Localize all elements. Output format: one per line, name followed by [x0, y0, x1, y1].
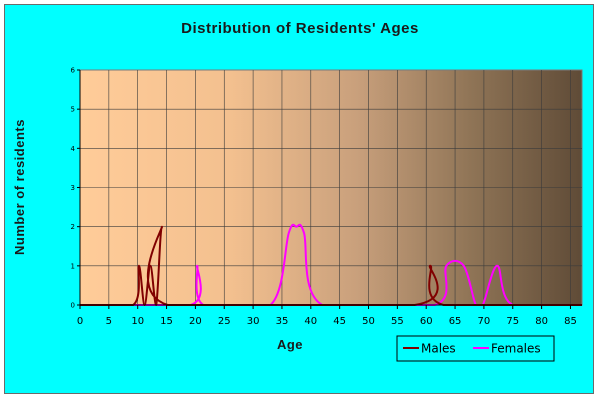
x-tick-label: 15 [160, 316, 173, 327]
legend-label-males: Males [421, 342, 456, 356]
x-tick-label: 65 [449, 316, 462, 327]
y-tick-label: 0 [71, 302, 75, 310]
y-tick-label: 6 [71, 67, 76, 75]
series-lines [80, 223, 582, 307]
y-axis-label: Number of residents [12, 119, 27, 255]
y-axis-ticks: 0 1 2 3 4 5 6 [71, 67, 81, 310]
x-tick-label: 45 [333, 316, 346, 327]
y-tick-label: 4 [71, 145, 76, 153]
gridlines [80, 70, 582, 305]
x-tick-label: 40 [304, 316, 317, 327]
x-tick-label: 75 [506, 316, 519, 327]
x-tick-label: 85 [564, 316, 577, 327]
x-tick-label: 20 [189, 316, 202, 327]
x-tick-label: 55 [391, 316, 404, 327]
series-line-males [80, 225, 582, 307]
chart-title: Distribution of Residents' Ages [181, 20, 419, 37]
x-tick-label: 5 [106, 316, 112, 327]
x-tick-label: 35 [276, 316, 289, 327]
x-tick-label: 30 [247, 316, 260, 327]
x-tick-label: 25 [218, 316, 231, 327]
x-tick-label: 0 [77, 316, 83, 327]
x-tick-label: 70 [478, 316, 491, 327]
x-tick-label: 60 [420, 316, 433, 327]
x-tick-label: 50 [362, 316, 375, 327]
x-axis-label: Age [277, 337, 303, 352]
x-axis-ticks: 0 5 10 15 20 25 30 35 40 45 50 55 60 65 70 75 80 85 [77, 304, 582, 327]
y-tick-label: 2 [71, 223, 75, 231]
x-tick-label: 80 [535, 316, 548, 327]
series-line-females [80, 223, 582, 307]
legend: Males Females [396, 335, 555, 362]
y-tick-label: 5 [71, 106, 75, 114]
legend-label-females: Females [491, 342, 541, 356]
x-tick-label: 10 [131, 316, 144, 327]
y-tick-label: 1 [71, 262, 75, 270]
y-tick-label: 3 [71, 184, 75, 192]
